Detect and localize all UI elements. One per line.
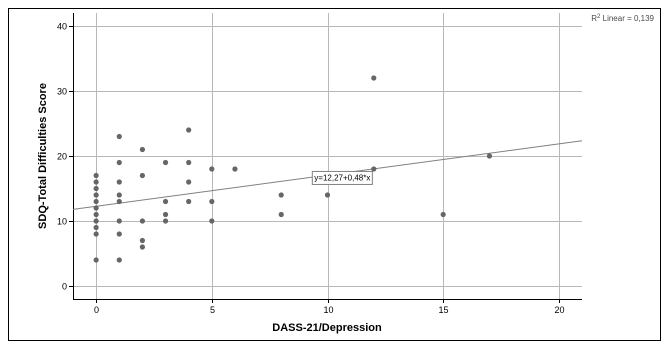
fit-equation-text: y=12,27+0,48*x: [314, 173, 370, 182]
data-points: [93, 75, 493, 263]
data-point: [278, 192, 284, 198]
data-point: [139, 172, 146, 179]
data-point: [116, 192, 122, 198]
data-point: [232, 166, 238, 172]
data-point: [186, 127, 192, 133]
y-tick-label: 0: [62, 282, 67, 292]
data-point: [486, 153, 493, 159]
data-point: [93, 205, 99, 211]
fit-equation-box: [311, 170, 373, 185]
x-tick-label: 0: [94, 305, 99, 315]
data-point: [139, 244, 146, 250]
r2-label-sup: 2: [597, 14, 601, 20]
y-tick-label: 20: [57, 152, 67, 162]
data-point: [116, 257, 122, 263]
data-point: [93, 198, 99, 205]
r2-linear-label: R2 Linear = 0,139: [591, 14, 654, 23]
data-point: [186, 198, 192, 205]
data-point: [93, 257, 99, 263]
data-point: [162, 218, 169, 224]
y-tick-label: 10: [57, 217, 67, 227]
y-tick-label: 30: [57, 87, 67, 97]
axes: [73, 13, 582, 300]
data-point: [278, 211, 284, 218]
data-point: [116, 231, 122, 237]
data-point: [139, 218, 146, 224]
data-point: [93, 172, 99, 179]
data-point: [371, 166, 377, 172]
data-point: [116, 179, 122, 185]
grid-lines: [73, 13, 582, 299]
data-point: [162, 211, 169, 218]
data-point: [116, 218, 122, 224]
data-point: [440, 211, 446, 218]
x-tick-label: 20: [554, 305, 564, 315]
data-point: [93, 231, 99, 237]
x-tick-label: 10: [323, 305, 333, 315]
data-point: [93, 211, 99, 218]
data-point: [116, 198, 122, 205]
data-point: [139, 237, 146, 244]
data-point: [139, 146, 146, 153]
data-point: [93, 218, 99, 224]
r2-label-prefix: R: [591, 14, 597, 23]
y-axis-title: SDQ-Total Difficulties Score: [37, 83, 49, 229]
data-point: [186, 179, 192, 185]
data-point: [116, 159, 122, 166]
tick-labels: 0 5 10 15 20 0 10 20 30 40: [57, 22, 565, 316]
fit-equation-label: y=12,27+0,48*x: [311, 170, 373, 185]
data-point: [162, 159, 169, 166]
data-point: [93, 224, 99, 231]
x-tick-label: 5: [210, 305, 215, 315]
data-point: [93, 192, 99, 198]
data-point: [324, 192, 331, 198]
data-point: [371, 75, 377, 81]
data-point: [93, 179, 99, 185]
r2-label-suffix: Linear = 0,139: [600, 14, 654, 23]
data-point: [209, 218, 215, 224]
x-axis-title: DASS-21/Depression: [272, 322, 382, 334]
data-point: [116, 133, 122, 140]
data-point: [209, 198, 215, 205]
data-point: [209, 166, 215, 172]
y-tick-label: 40: [57, 22, 67, 32]
data-point: [93, 185, 99, 192]
x-tick-label: 15: [438, 305, 448, 315]
data-point: [162, 198, 169, 205]
data-point: [186, 159, 192, 166]
